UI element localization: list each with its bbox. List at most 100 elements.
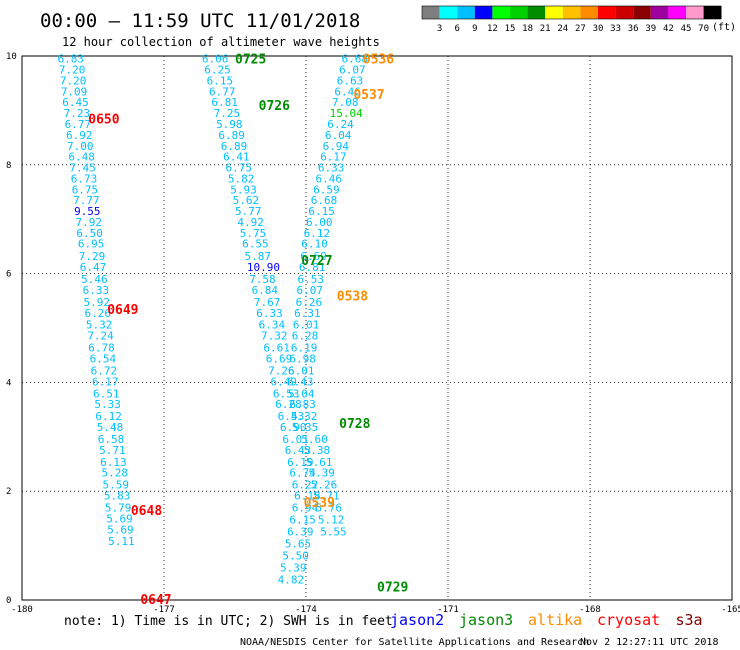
wave-height-value: 5.32: [86, 319, 113, 332]
color-swatch: [439, 6, 458, 19]
wave-height-value: 6.94: [323, 140, 350, 153]
y-tick-label: 6: [6, 270, 11, 280]
x-tick-label: -168: [579, 605, 601, 615]
color-swatch: [422, 6, 440, 19]
wave-height-value: 4.92: [237, 216, 264, 229]
wave-height-value: 5.79: [105, 502, 132, 515]
x-tick-label: -165: [721, 605, 740, 615]
wave-height-value: 6.01: [293, 319, 320, 332]
footer-credit: NOAA/NESDIS Center for Satellite Applica…: [240, 637, 589, 648]
color-tick-label: 15: [505, 24, 516, 34]
pass-time-label: 0725: [235, 53, 266, 68]
wave-height-value: 6.28: [275, 398, 302, 411]
wave-height-value: 6.94: [292, 502, 319, 515]
color-tick-label: 36: [628, 24, 639, 34]
wave-height-value: 6.15: [289, 513, 316, 526]
wave-height-value: 6.10: [301, 238, 328, 251]
satellite-legend-item: jason3: [459, 611, 513, 629]
wave-height-value: 7.45: [69, 162, 96, 175]
wave-height-value: 6.75: [72, 183, 99, 196]
wave-height-value: 6.39: [287, 525, 314, 538]
wave-height-value: 6.61: [263, 342, 290, 355]
x-tick-label: -174: [295, 605, 317, 615]
wave-height-value: 6.92: [66, 129, 93, 142]
wave-height-value: 7.09: [61, 85, 88, 98]
pass-time-label: 0648: [131, 504, 162, 519]
color-swatch: [457, 6, 475, 19]
wave-height-value: 5.39: [308, 467, 335, 480]
wave-height-value: 6.81: [299, 261, 326, 274]
wave-height-value: 6.69: [266, 352, 293, 365]
pass-time-label: 0726: [259, 99, 290, 114]
wave-height-value: 5.69: [107, 523, 134, 536]
wave-height-value: 15.04: [330, 107, 363, 120]
x-tick-label: -171: [437, 605, 459, 615]
wave-height-value: 6.33: [318, 162, 345, 175]
color-tick-label: 33: [610, 24, 621, 34]
wave-height-value: 6.51: [93, 387, 120, 400]
y-tick-label: 8: [6, 161, 11, 171]
wave-height-value: 6.33: [256, 307, 283, 320]
wave-height-value: 6.50: [76, 227, 103, 240]
wave-height-value: 6.01: [282, 433, 309, 446]
wave-height-value: 6.59: [313, 183, 340, 196]
wave-height-value: 4.82: [278, 573, 305, 586]
wave-height-value: 5.60: [301, 433, 328, 446]
wave-height-value: 6.77: [65, 118, 92, 131]
wave-height-value: 6.95: [78, 238, 105, 251]
wave-height-value: 6.48: [68, 151, 95, 164]
wave-height-value: 5.93: [230, 183, 257, 196]
wave-height-value: 5.98: [216, 118, 243, 131]
wave-height-value: 6.72: [91, 364, 118, 377]
wave-height-value: 5.48: [97, 421, 124, 434]
wave-height-value: 5.32: [291, 410, 318, 423]
wave-height-value: 6.75: [226, 162, 253, 175]
wave-height-value: 5.62: [233, 194, 260, 207]
color-swatch: [545, 6, 563, 19]
wave-height-value: 6.17: [92, 375, 119, 388]
wave-height-value: 5.83: [104, 490, 130, 503]
pass-time-label: 0649: [107, 303, 138, 318]
pass-time-label: 0727: [301, 254, 332, 269]
wave-height-value: 6.53: [273, 387, 300, 400]
wave-height-value: 6.26: [84, 307, 111, 320]
wave-height-value: 6.55: [242, 238, 269, 251]
color-tick-label: 24: [557, 24, 568, 34]
pass-time-label: 0729: [377, 580, 408, 595]
wave-height-value: 6.34: [259, 319, 286, 332]
wave-height-value: 5.61: [306, 456, 333, 469]
color-tick-label: 42: [663, 24, 674, 34]
color-swatch: [562, 6, 581, 19]
wave-height-value: 6.15: [207, 74, 234, 87]
wave-height-value: 7.67: [254, 296, 281, 309]
wave-height-value: 6.46: [334, 85, 361, 98]
wave-height-value: 7.26: [268, 364, 295, 377]
wave-height-value: 10.90: [247, 261, 280, 274]
color-tick-label: 3: [437, 24, 442, 34]
wave-height-value: 6.41: [223, 151, 250, 164]
pass-time-label: 0539: [304, 496, 335, 511]
wave-height-value: 6.63: [337, 74, 364, 87]
footer-timestamp: Nov 2 12:27:11 UTC 2018: [580, 637, 718, 648]
color-tick-label: 21: [540, 24, 551, 34]
wave-height-value: 6.90: [280, 421, 307, 434]
wave-height-value: 7.23: [64, 107, 91, 120]
wave-height-value: 9.55: [74, 205, 101, 218]
wave-height-value: 5.82: [228, 172, 255, 185]
satellite-legend-item: altika: [528, 611, 582, 629]
color-tick-label: 9: [472, 24, 477, 34]
color-swatch: [650, 6, 669, 19]
wave-height-value: 6.77: [209, 85, 236, 98]
color-swatch: [615, 6, 634, 19]
color-tick-label: 45: [681, 24, 692, 34]
wave-height-value: 6.83: [289, 398, 316, 411]
wave-height-value: 6.58: [98, 433, 125, 446]
color-swatch: [492, 6, 510, 19]
y-tick-label: 2: [6, 487, 11, 497]
color-tick-label: 39: [645, 24, 656, 34]
color-swatch: [703, 6, 722, 19]
wave-height-value: 5.69: [106, 512, 132, 525]
wave-height-value: 7.24: [87, 330, 114, 343]
pass-time-label: 0647: [140, 593, 171, 608]
